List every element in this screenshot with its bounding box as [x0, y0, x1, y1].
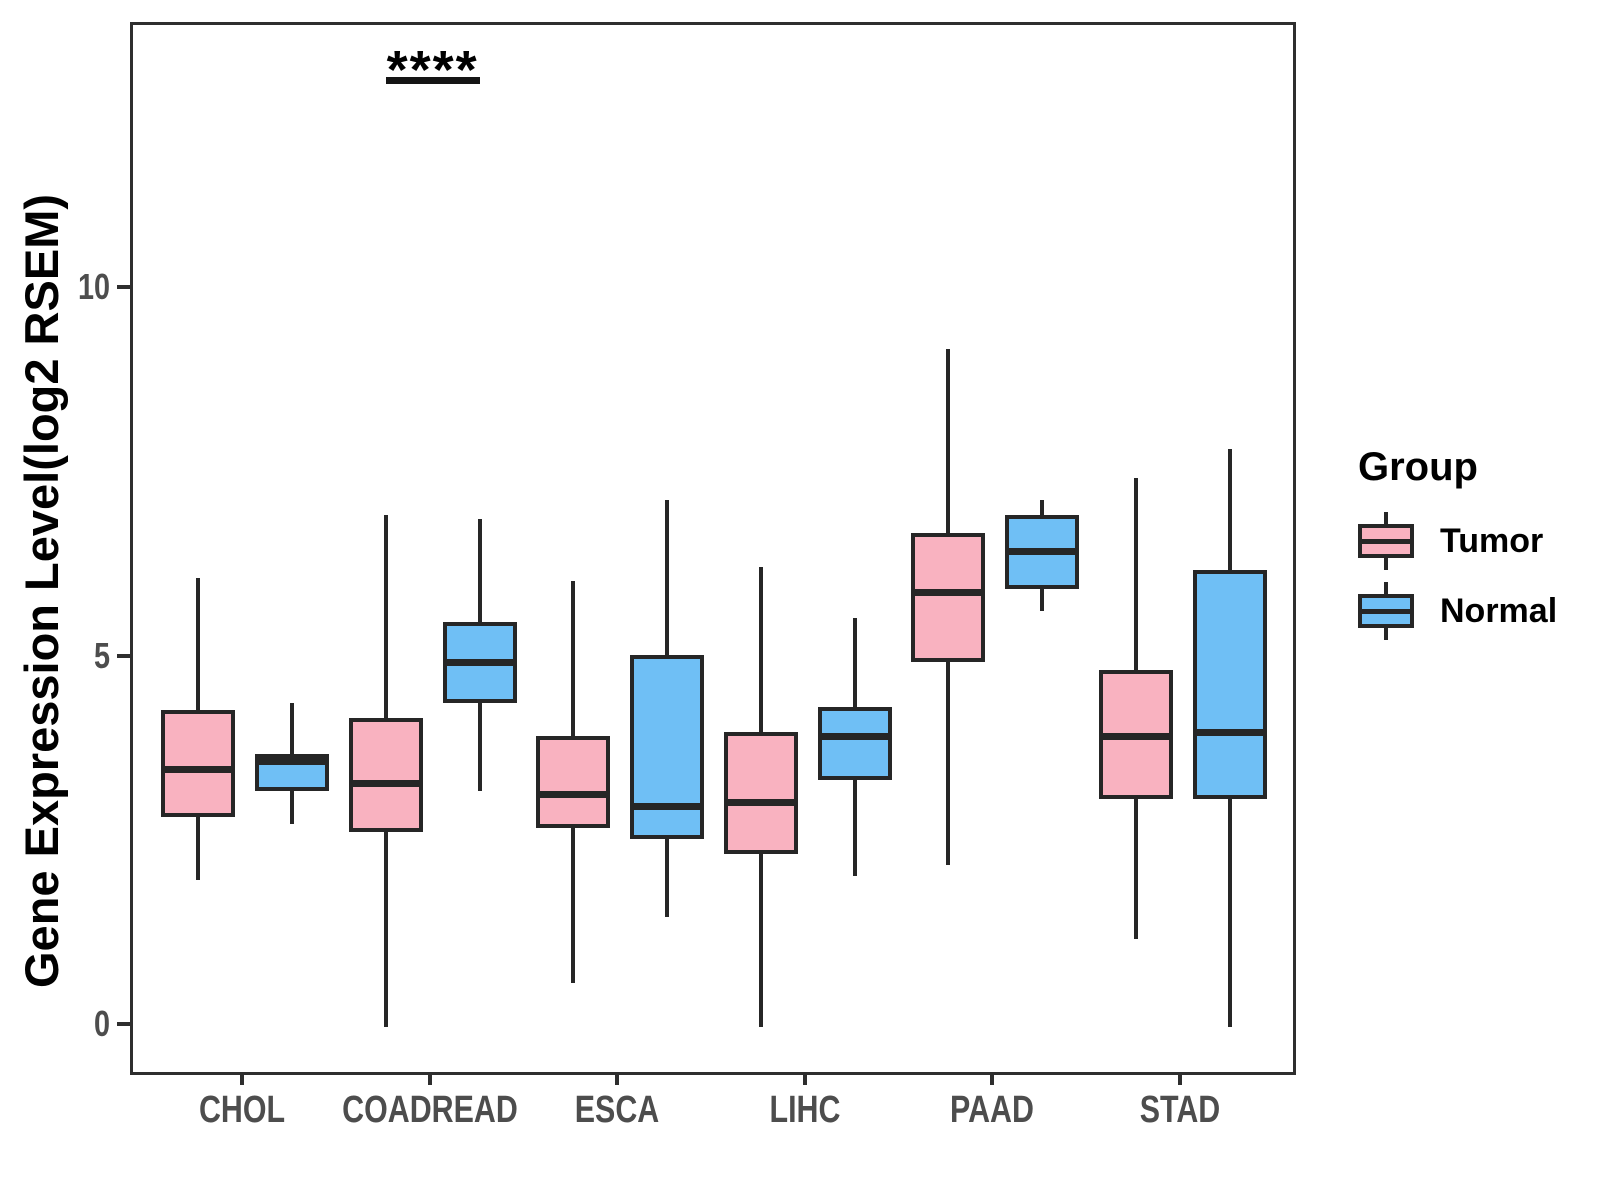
- whisker-upper-tumor-paad: [946, 349, 951, 534]
- median-normal-esca: [630, 802, 705, 810]
- whisker-upper-normal-lihc: [852, 618, 857, 707]
- median-normal-coadread: [442, 658, 517, 666]
- y-tick-label: 10: [77, 266, 110, 308]
- key-lower-whisker: [1384, 628, 1388, 640]
- legend-title: Group: [1358, 445, 1478, 489]
- whisker-upper-normal-esca: [665, 500, 670, 655]
- median-tumor-esca: [536, 791, 611, 799]
- legend-entry-tumor: Tumor: [1358, 510, 1557, 572]
- x-tick-mark: [615, 1072, 620, 1085]
- box-tumor-lihc: [723, 732, 798, 854]
- legend: Group Tumor Normal: [1358, 446, 1557, 650]
- median-normal-stad: [1193, 728, 1267, 736]
- whisker-upper-tumor-stad: [1134, 478, 1138, 670]
- box-tumor-coadread: [348, 717, 423, 832]
- median-tumor-paad: [911, 588, 986, 596]
- x-tick-label-stad: STAD: [1139, 1089, 1221, 1131]
- plot-area: ****: [133, 25, 1293, 1072]
- y-tick-mark: [117, 653, 130, 658]
- box-normal-stad: [1193, 570, 1267, 799]
- significance-bar: [385, 76, 480, 84]
- key-upper-whisker: [1384, 512, 1388, 524]
- median-tumor-chol: [161, 765, 235, 773]
- whisker-upper-normal-chol: [290, 702, 294, 755]
- key-lower-whisker: [1384, 558, 1388, 570]
- x-tick-label-paad: PAAD: [950, 1089, 1035, 1131]
- median-tumor-coadread: [348, 780, 423, 788]
- key-box-normal: [1358, 594, 1414, 628]
- whisker-lower-normal-stad: [1228, 798, 1232, 1028]
- whisker-upper-normal-paad: [1040, 500, 1045, 515]
- plot-panel: ****: [130, 22, 1296, 1075]
- key-box-tumor: [1358, 524, 1414, 558]
- x-tick-mark: [240, 1072, 244, 1085]
- legend-label-tumor: Tumor: [1440, 521, 1544, 560]
- box-tumor-paad: [911, 533, 986, 663]
- whisker-lower-tumor-chol: [196, 817, 200, 880]
- whisker-lower-normal-coadread: [477, 702, 482, 792]
- legend-label-normal: Normal: [1440, 591, 1558, 630]
- box-normal-esca: [630, 654, 705, 840]
- whisker-upper-tumor-esca: [571, 581, 576, 736]
- y-tick-label: 5: [93, 634, 110, 676]
- boxplot-key-icon: [1358, 582, 1414, 640]
- y-tick-label: 0: [93, 1003, 110, 1045]
- whisker-lower-normal-esca: [665, 839, 670, 917]
- box-normal-lihc: [817, 706, 892, 781]
- box-tumor-esca: [536, 736, 611, 829]
- x-tick-mark: [990, 1072, 995, 1085]
- key-median-line: [1362, 538, 1410, 544]
- whisker-upper-tumor-chol: [196, 577, 200, 711]
- whisker-lower-normal-paad: [1040, 588, 1045, 611]
- x-tick-mark: [802, 1072, 807, 1085]
- whisker-upper-tumor-lihc: [758, 566, 763, 733]
- legend-entry-normal: Normal: [1358, 580, 1557, 642]
- x-tick-label-coadread: COADREAD: [341, 1089, 518, 1131]
- whisker-lower-tumor-esca: [571, 828, 576, 983]
- whisker-lower-tumor-paad: [946, 662, 951, 865]
- x-tick-label-esca: ESCA: [574, 1089, 660, 1131]
- whisker-upper-normal-stad: [1228, 448, 1232, 571]
- y-tick-mark: [117, 285, 130, 290]
- median-tumor-stad: [1099, 732, 1173, 740]
- median-tumor-lihc: [723, 798, 798, 806]
- key-median-line: [1362, 608, 1410, 614]
- whisker-upper-tumor-coadread: [383, 514, 388, 718]
- whisker-lower-tumor-lihc: [758, 853, 763, 1028]
- whisker-lower-normal-lihc: [852, 780, 857, 876]
- whisker-lower-tumor-coadread: [383, 831, 388, 1028]
- median-normal-paad: [1005, 548, 1080, 556]
- whisker-lower-normal-chol: [290, 791, 294, 825]
- y-tick-mark: [117, 1022, 130, 1027]
- x-tick-label-chol: CHOL: [198, 1089, 286, 1131]
- x-tick-mark: [427, 1072, 432, 1085]
- box-tumor-chol: [161, 710, 235, 818]
- whisker-lower-tumor-stad: [1134, 798, 1138, 939]
- whisker-upper-normal-coadread: [477, 518, 482, 622]
- median-normal-chol: [255, 758, 329, 766]
- key-upper-whisker: [1384, 582, 1388, 594]
- x-tick-label-lihc: LIHC: [769, 1089, 841, 1131]
- boxplot-key-icon: [1358, 512, 1414, 570]
- significance-stars: ****: [386, 39, 479, 100]
- x-tick-mark: [1178, 1072, 1182, 1085]
- median-normal-lihc: [817, 732, 892, 740]
